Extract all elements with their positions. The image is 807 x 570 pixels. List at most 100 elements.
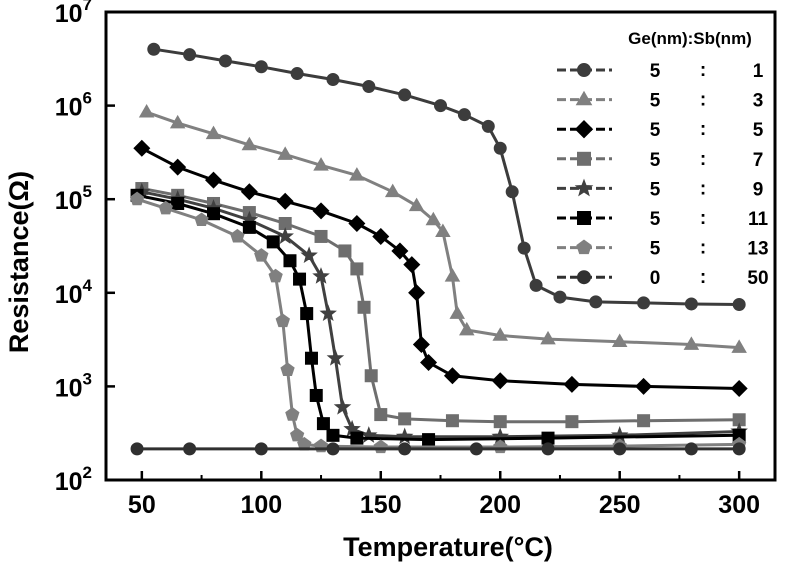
data-point: [351, 432, 363, 444]
data-point: [294, 273, 306, 285]
data-point: [327, 429, 339, 441]
data-point: [578, 212, 591, 225]
legend-sep: :: [700, 267, 706, 288]
data-point: [492, 373, 508, 389]
y-tick-label: 107: [55, 0, 92, 28]
data-point: [423, 434, 435, 446]
data-point: [305, 352, 317, 364]
data-point: [134, 140, 150, 156]
data-point: [506, 186, 518, 198]
data-point: [131, 443, 143, 455]
plot-frame: [106, 12, 775, 480]
data-point: [399, 413, 411, 425]
legend-entry: 5: 7: [557, 149, 763, 171]
data-point: [206, 172, 222, 188]
data-point: [255, 61, 267, 73]
legend-sb: 1: [753, 61, 764, 82]
data-point: [614, 443, 626, 455]
data-point: [195, 213, 208, 225]
data-point: [172, 197, 184, 209]
data-point: [518, 242, 530, 254]
legend-sep: :: [700, 60, 706, 81]
data-point: [576, 121, 593, 138]
legend-ge: 5: [650, 61, 661, 82]
legend-sep: :: [700, 178, 706, 199]
x-tick-label: 300: [718, 491, 760, 519]
legend: Ge(nm):Sb(nm)5:15:35:55:75:95:115:130:50: [557, 29, 769, 289]
data-point: [242, 184, 258, 200]
x-tick-label: 200: [479, 491, 521, 519]
legend-ge: 5: [650, 120, 661, 141]
legend-sb: 7: [753, 150, 764, 171]
data-point: [291, 68, 303, 80]
data-point: [458, 109, 470, 121]
data-point: [184, 443, 196, 455]
data-point: [414, 337, 430, 353]
data-point: [685, 443, 697, 455]
data-point: [365, 370, 377, 382]
legend-ge: 5: [650, 179, 661, 200]
data-point: [399, 443, 411, 455]
data-point: [231, 230, 244, 243]
data-point: [375, 409, 387, 421]
x-axis-title: Temperature(°C): [343, 532, 553, 562]
data-point: [255, 443, 267, 455]
legend-sep: :: [700, 208, 706, 229]
data-point: [446, 269, 460, 281]
legend-sep: :: [700, 149, 706, 170]
data-point: [731, 381, 747, 397]
x-tick-label: 100: [240, 491, 282, 519]
data-point: [482, 120, 494, 132]
data-point: [638, 415, 650, 427]
legend-ge: 5: [650, 91, 661, 112]
data-point: [409, 285, 425, 301]
legend-sb: 3: [753, 91, 764, 112]
data-point: [358, 301, 370, 313]
legend-ge: 5: [650, 150, 661, 171]
legend-entry: 5:13: [557, 238, 769, 260]
data-point: [470, 443, 482, 455]
x-tick-label: 150: [360, 491, 402, 519]
data-point: [281, 363, 294, 376]
data-point: [313, 203, 329, 219]
data-point: [450, 306, 464, 318]
data-point: [276, 314, 289, 327]
data-point: [576, 180, 592, 195]
series-line: [154, 49, 739, 304]
x-tick-label: 250: [599, 491, 641, 519]
data-point: [590, 296, 602, 308]
data-point: [317, 418, 329, 430]
series-5-13: [131, 192, 746, 452]
data-point: [638, 297, 650, 309]
data-point: [577, 240, 591, 254]
legend-ge: 5: [650, 239, 661, 260]
legend-entry: 5: 3: [557, 90, 763, 112]
legend-sb: 5: [753, 120, 764, 141]
legend-sb: 11: [748, 209, 769, 230]
data-point: [327, 74, 339, 86]
y-tick-label: 103: [55, 369, 92, 402]
plot-area: [106, 12, 775, 480]
data-point: [578, 64, 591, 77]
data-point: [566, 416, 578, 428]
data-point: [578, 271, 591, 284]
data-point: [335, 399, 350, 413]
legend-sb: 13: [747, 239, 768, 260]
data-point: [564, 377, 580, 393]
data-point: [184, 49, 196, 61]
data-point: [243, 221, 255, 233]
data-point: [277, 193, 293, 209]
legend-entry: 5: 1: [557, 60, 764, 82]
y-tick-label: 106: [55, 89, 92, 122]
legend-ge: 5: [650, 209, 661, 230]
legend-sb: 50: [747, 268, 768, 289]
x-tick-label: 50: [128, 491, 156, 519]
data-point: [494, 142, 506, 154]
legend-sep: :: [700, 90, 706, 111]
data-point: [733, 443, 745, 455]
data-point: [397, 429, 412, 443]
data-point: [636, 379, 652, 395]
data-point: [374, 440, 387, 453]
y-tick-label: 105: [55, 182, 92, 215]
data-point: [148, 43, 160, 55]
